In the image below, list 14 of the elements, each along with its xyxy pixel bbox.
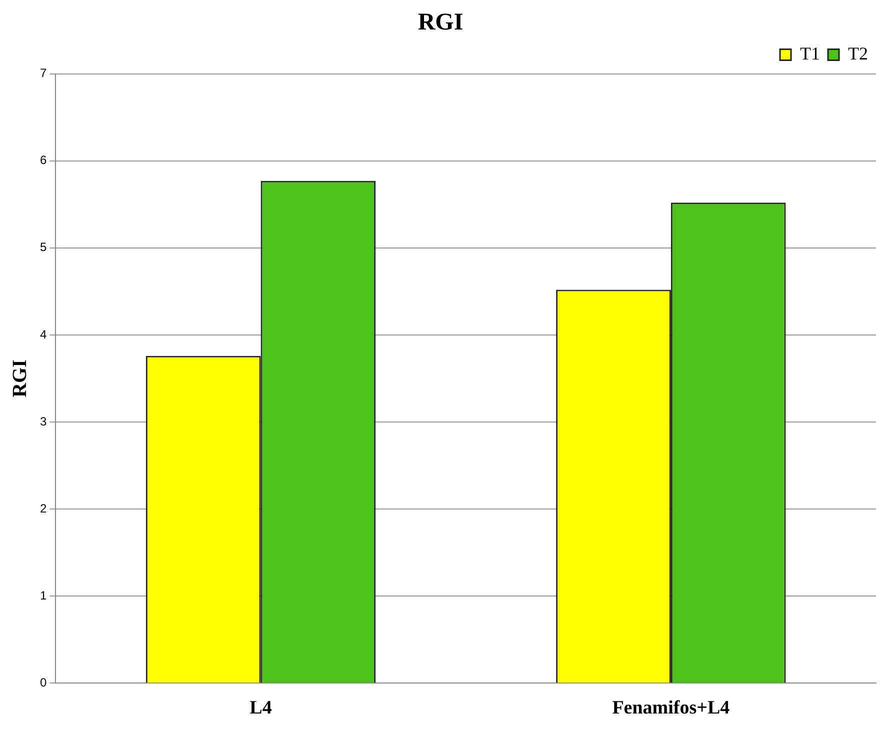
- legend-label: T2: [848, 44, 868, 64]
- y-tick-label: 4: [40, 327, 47, 342]
- x-tick-label: Fenamifos+L4: [612, 698, 730, 719]
- y-tick-label: 0: [40, 676, 47, 690]
- legend-label: T1: [800, 44, 820, 64]
- y-tick-label: 5: [40, 240, 47, 254]
- y-tick-label: 2: [40, 501, 47, 516]
- y-tick-label: 6: [40, 153, 47, 168]
- x-tick-label: L4: [250, 698, 272, 719]
- y-tick-label: 7: [40, 66, 47, 80]
- y-tick-label: 1: [40, 588, 47, 602]
- y-tick-label: 3: [40, 414, 47, 428]
- chart-title: RGI: [418, 10, 464, 36]
- y-axis-title: RGI: [9, 359, 32, 398]
